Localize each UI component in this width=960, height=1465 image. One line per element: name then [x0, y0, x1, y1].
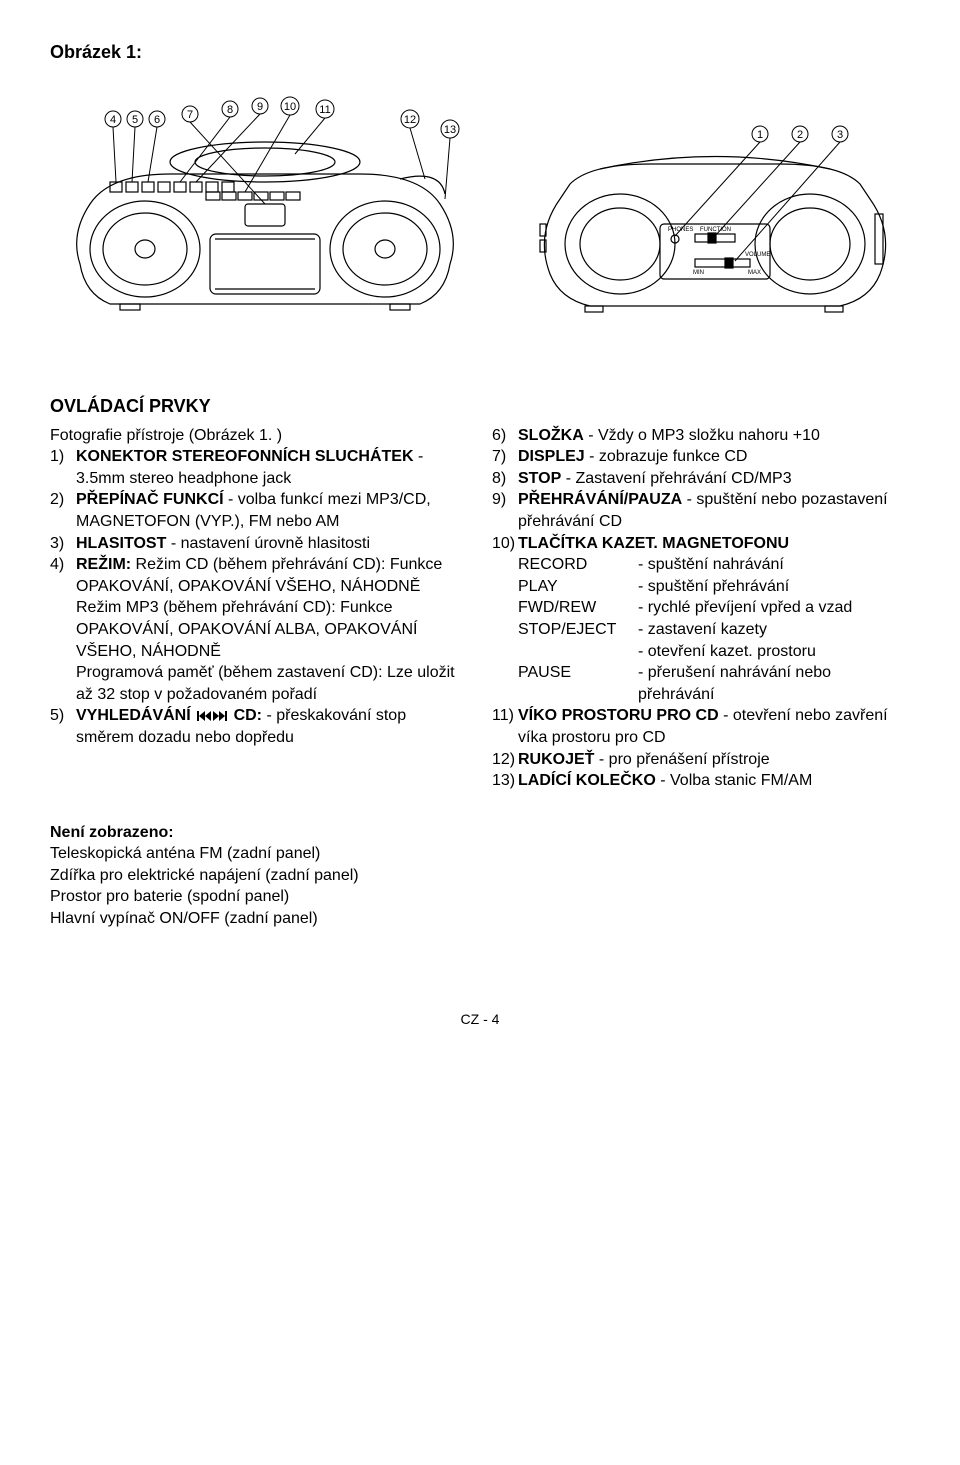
diagram-front: 4 5 6 7 8 9 10 11 12 13 — [50, 84, 480, 344]
item-number: 2) — [50, 489, 76, 532]
callout-6: 6 — [148, 111, 165, 182]
column-left: Fotografie přístroje (Obrázek 1. ) 1)KON… — [50, 425, 468, 792]
list-item: 10)TLAČÍTKA KAZET. MAGNETOFONURECORD- sp… — [492, 533, 910, 706]
item-number: 8) — [492, 468, 518, 490]
list-item: 9)PŘEHRÁVÁNÍ/PAUZA - spuštění nebo pozas… — [492, 489, 910, 532]
item-number: 4) — [50, 554, 76, 705]
item-body: PŘEHRÁVÁNÍ/PAUZA - spuštění nebo pozasta… — [518, 489, 910, 532]
svg-text:10: 10 — [284, 101, 296, 113]
diagram-row: 4 5 6 7 8 9 10 11 12 13 — [50, 84, 910, 344]
svg-text:11: 11 — [319, 104, 330, 116]
tape-row: STOP/EJECT- zastavení kazety- otevření k… — [518, 619, 910, 662]
item-body: LADÍCÍ KOLEČKO - Volba stanic FM/AM — [518, 770, 910, 792]
tape-key: RECORD — [518, 554, 638, 576]
tape-value: - spuštění nahrávání — [638, 554, 910, 576]
item-body: VÍKO PROSTORU PRO CD - otevření nebo zav… — [518, 705, 910, 748]
tape-value: - zastavení kazety- otevření kazet. pros… — [638, 619, 910, 662]
svg-text:4: 4 — [110, 114, 116, 126]
list-item: 4)REŽIM: Režim CD (během přehrávání CD):… — [50, 554, 468, 705]
callout-10: 10 — [245, 97, 299, 192]
callout-13: 13 — [441, 120, 459, 199]
list-item: 6)SLOŽKA - Vždy o MP3 složku nahoru +10 — [492, 425, 910, 447]
list-item: 8)STOP - Zastavení přehrávání CD/MP3 — [492, 468, 910, 490]
tape-key: FWD/REW — [518, 597, 638, 619]
svg-text:MIN: MIN — [693, 270, 704, 276]
callout-11: 11 — [295, 100, 334, 154]
callout-4: 4 — [105, 111, 121, 182]
section-title: OVLÁDACÍ PRVKY — [50, 394, 910, 418]
seek-icon — [195, 707, 229, 724]
figure-label: Obrázek 1: — [50, 40, 910, 64]
tape-value: - přerušení nahrávání nebo přehrávání — [638, 662, 910, 705]
list-item: 2)PŘEPÍNAČ FUNKCÍ - volba funkcí mezi MP… — [50, 489, 468, 532]
list-item: 13)LADÍCÍ KOLEČKO - Volba stanic FM/AM — [492, 770, 910, 792]
item-body: STOP - Zastavení přehrávání CD/MP3 — [518, 468, 910, 490]
tape-row: RECORD- spuštění nahrávání — [518, 554, 910, 576]
svg-text:6: 6 — [154, 114, 160, 126]
item-number: 6) — [492, 425, 518, 447]
tape-key: PAUSE — [518, 662, 638, 705]
tape-row: PAUSE- přerušení nahrávání nebo přehrává… — [518, 662, 910, 705]
callout-7: 7 — [182, 106, 265, 204]
svg-text:13: 13 — [444, 124, 456, 136]
svg-text:2: 2 — [797, 129, 803, 141]
item-number: 11) — [492, 705, 518, 748]
list-item: 5)VYHLEDÁVÁNÍ CD: - přeskakování stop sm… — [50, 705, 468, 748]
item-number: 1) — [50, 446, 76, 489]
callout-12: 12 — [401, 110, 425, 179]
svg-text:8: 8 — [227, 104, 233, 116]
list-item: 7)DISPLEJ - zobrazuje funkce CD — [492, 446, 910, 468]
footnote-line: Teleskopická anténa FM (zadní panel) — [50, 843, 910, 865]
footnote: Není zobrazeno: Teleskopická anténa FM (… — [50, 822, 910, 930]
item-number: 13) — [492, 770, 518, 792]
footnote-line: Zdířka pro elektrické napájení (zadní pa… — [50, 865, 910, 887]
item-body: DISPLEJ - zobrazuje funkce CD — [518, 446, 910, 468]
page-number: CZ - 4 — [50, 1010, 910, 1029]
tape-row: FWD/REW- rychlé převíjení vpřed a vzad — [518, 597, 910, 619]
item-number: 12) — [492, 749, 518, 771]
item-body: VYHLEDÁVÁNÍ CD: - přeskakování stop směr… — [76, 705, 468, 748]
footnote-line: Prostor pro baterie (spodní panel) — [50, 886, 910, 908]
columns: Fotografie přístroje (Obrázek 1. ) 1)KON… — [50, 425, 910, 792]
svg-text:1: 1 — [757, 129, 763, 141]
item-body: HLASITOST - nastavení úrovně hlasitosti — [76, 533, 468, 555]
item-number: 10) — [492, 533, 518, 706]
column-right: 6)SLOŽKA - Vždy o MP3 složku nahoru +107… — [492, 425, 910, 792]
tape-key: PLAY — [518, 576, 638, 598]
tape-key: STOP/EJECT — [518, 619, 638, 662]
item-body: REŽIM: Režim CD (během přehrávání CD): F… — [76, 554, 468, 705]
list-item: 1)KONEKTOR STEREOFONNÍCH SLUCHÁTEK - 3.5… — [50, 446, 468, 489]
item-number: 3) — [50, 533, 76, 555]
intro-line: Fotografie přístroje (Obrázek 1. ) — [50, 425, 468, 447]
item-body: TLAČÍTKA KAZET. MAGNETOFONURECORD- spušt… — [518, 533, 910, 706]
diagram-side: PHONES FUNCTION VOLUME MIN MAX 1 2 3 — [510, 84, 910, 344]
svg-text:5: 5 — [132, 114, 138, 126]
item-body: KONEKTOR STEREOFONNÍCH SLUCHÁTEK - 3.5mm… — [76, 446, 468, 489]
tape-row: PLAY- spuštění přehrávání — [518, 576, 910, 598]
svg-text:3: 3 — [837, 129, 843, 141]
list-item: 12)RUKOJEŤ - pro přenášení přístroje — [492, 749, 910, 771]
svg-text:VOLUME: VOLUME — [745, 252, 770, 258]
svg-text:12: 12 — [404, 114, 416, 126]
item-body: RUKOJEŤ - pro přenášení přístroje — [518, 749, 910, 771]
callout-3: 3 — [735, 126, 848, 261]
footnote-title: Není zobrazeno: — [50, 822, 910, 844]
item-number: 5) — [50, 705, 76, 748]
item-number: 9) — [492, 489, 518, 532]
item-body: SLOŽKA - Vždy o MP3 složku nahoru +10 — [518, 425, 910, 447]
callout-5: 5 — [127, 111, 143, 182]
footnote-line: Hlavní vypínač ON/OFF (zadní panel) — [50, 908, 910, 930]
list-item: 11)VÍKO PROSTORU PRO CD - otevření nebo … — [492, 705, 910, 748]
tape-value: - spuštění přehrávání — [638, 576, 910, 598]
svg-text:9: 9 — [257, 101, 263, 113]
tape-value: - rychlé převíjení vpřed a vzad — [638, 597, 910, 619]
svg-text:MAX: MAX — [748, 270, 761, 276]
svg-text:FUNCTION: FUNCTION — [700, 227, 731, 233]
item-body: PŘEPÍNAČ FUNKCÍ - volba funkcí mezi MP3/… — [76, 489, 468, 532]
item-number: 7) — [492, 446, 518, 468]
list-item: 3)HLASITOST - nastavení úrovně hlasitost… — [50, 533, 468, 555]
callout-1: 1 — [675, 126, 768, 236]
svg-text:7: 7 — [187, 109, 193, 121]
